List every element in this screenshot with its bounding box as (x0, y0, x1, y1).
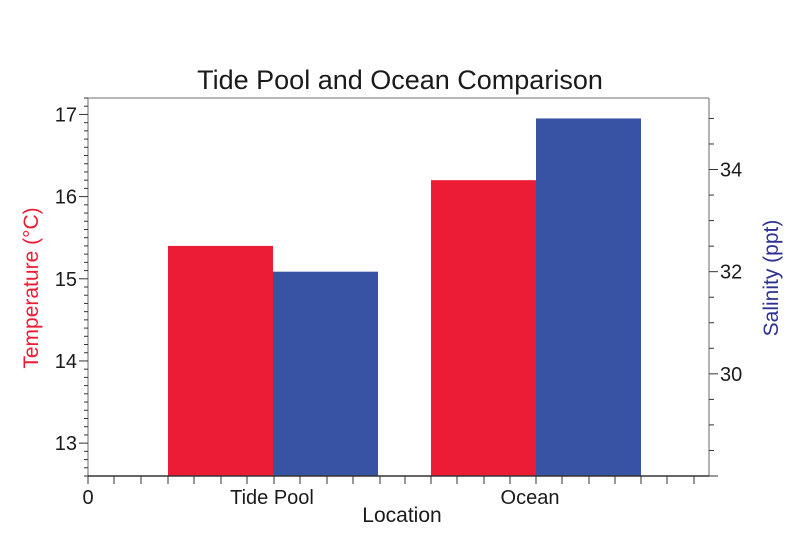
x-category-label: Tide Pool (230, 487, 314, 509)
x-origin-label: 0 (82, 487, 93, 509)
chart-title: Tide Pool and Ocean Comparison (197, 65, 603, 95)
right-tick-label: 30 (720, 364, 742, 386)
x-axis-ticks: 0 Tide Pool Ocean (82, 476, 695, 509)
bar-ocean-salinity (536, 118, 641, 476)
left-tick-label: 17 (55, 104, 77, 126)
right-axis-ticks: 30 32 34 (709, 117, 742, 477)
bar-tide-pool-temperature (168, 245, 273, 476)
bar-ocean-temperature (431, 180, 536, 476)
right-tick-label: 34 (720, 160, 742, 182)
left-tick-label: 13 (55, 433, 77, 455)
left-tick-label: 14 (55, 351, 77, 373)
left-axis-ticks: 13 14 15 16 17 (55, 97, 88, 477)
left-axis-label: Temperature (°C) (20, 207, 43, 368)
left-tick-label: 16 (55, 187, 77, 209)
x-axis-label: Location (362, 504, 441, 527)
right-tick-label: 32 (720, 262, 742, 284)
bar-tide-pool-salinity (273, 271, 378, 476)
bars-group (168, 118, 641, 476)
right-axis-label: Salinity (ppt) (760, 220, 783, 337)
x-category-label: Ocean (501, 487, 560, 509)
left-tick-label: 15 (55, 269, 77, 291)
